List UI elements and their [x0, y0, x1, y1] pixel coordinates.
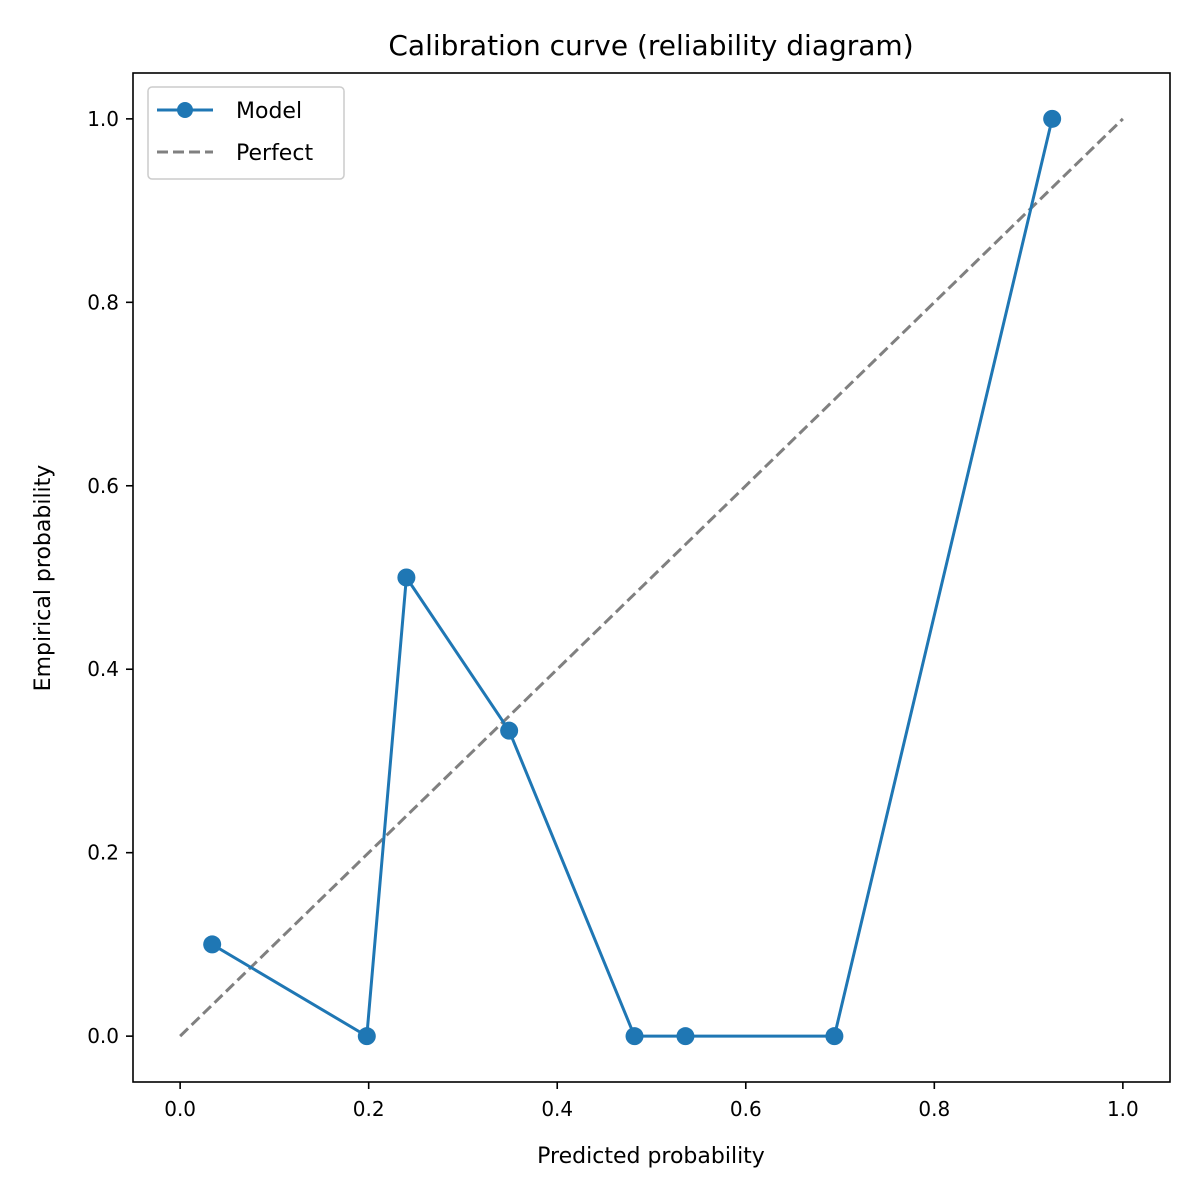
y-axis-label: Empirical probability — [31, 465, 56, 692]
y-tick-label: 1.0 — [87, 107, 119, 131]
model-data-point — [1043, 109, 1062, 128]
y-tick-label: 0.2 — [87, 841, 119, 865]
legend-perfect-label: Perfect — [236, 141, 313, 166]
model-series-line — [211, 118, 1054, 1038]
x-tick-label: 1.0 — [1107, 1097, 1139, 1121]
model-data-point — [203, 935, 222, 954]
x-axis-label: Predicted probability — [537, 1144, 765, 1169]
y-tick-label: 0.0 — [87, 1024, 119, 1048]
model-data-point — [397, 568, 416, 587]
x-tick-label: 0.4 — [541, 1097, 573, 1121]
y-tick-label: 0.6 — [87, 474, 119, 498]
x-tick-label: 0.2 — [353, 1097, 385, 1121]
model-data-point — [676, 1027, 695, 1046]
plot-area — [179, 109, 1124, 1046]
axes-frame — [132, 72, 1171, 1083]
x-tick-label: 0.0 — [164, 1097, 196, 1121]
x-tick-label: 0.6 — [730, 1097, 762, 1121]
model-data-point — [357, 1027, 376, 1046]
perfect-calibration-line — [179, 117, 1124, 1038]
y-tick-label: 0.8 — [87, 290, 119, 314]
x-tick-label: 0.8 — [918, 1097, 950, 1121]
axis-ticks: 0.0 0.2 0.4 0.6 0.8 1.0 0.0 0.2 0.4 0.6 0.8 1.0 — [87, 107, 1139, 1121]
model-data-point — [825, 1027, 844, 1046]
legend-model-marker — [177, 102, 193, 118]
model-data-point — [625, 1027, 644, 1046]
chart-title: Calibration curve (reliability diagram) — [388, 29, 913, 62]
legend-model-label: Model — [236, 99, 302, 124]
model-data-point — [500, 721, 519, 740]
y-tick-label: 0.4 — [87, 657, 119, 681]
legend: Model Perfect — [147, 86, 345, 180]
